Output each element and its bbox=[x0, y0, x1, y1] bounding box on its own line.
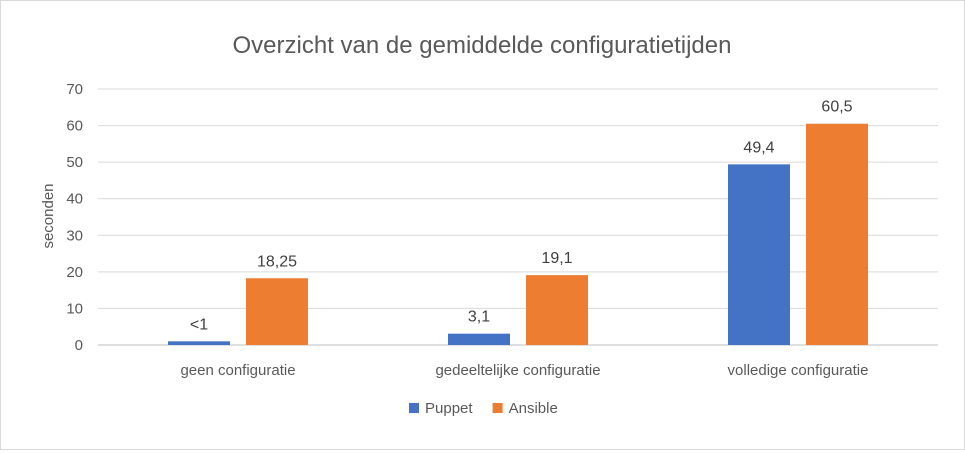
bar-ansible-2 bbox=[526, 275, 588, 345]
bar-puppet-3 bbox=[728, 164, 790, 345]
legend-label-ansible: Ansible bbox=[509, 400, 558, 417]
y-tick-label: 70 bbox=[66, 81, 83, 98]
legend-swatch-puppet bbox=[409, 403, 419, 413]
bars: <1 18,25 3,1 19,1 49,4 60,5 bbox=[168, 99, 868, 345]
data-label: <1 bbox=[190, 316, 208, 333]
y-tick-label: 60 bbox=[66, 118, 83, 135]
data-label: 60,5 bbox=[821, 99, 852, 116]
y-tick-labels: 0 10 20 30 40 50 60 70 bbox=[66, 81, 83, 354]
x-tick-label: gedeeltelijke configuratie bbox=[435, 362, 600, 379]
data-label: 19,1 bbox=[541, 250, 572, 267]
y-tick-label: 50 bbox=[66, 154, 83, 171]
chart-title: Overzicht van de gemiddelde configuratie… bbox=[233, 32, 732, 59]
legend: Puppet Ansible bbox=[409, 400, 558, 417]
x-tick-labels: geen configuratie gedeeltelijke configura… bbox=[180, 362, 868, 379]
legend-label-puppet: Puppet bbox=[425, 400, 473, 417]
gridlines bbox=[98, 88, 938, 346]
y-tick-label: 20 bbox=[66, 264, 83, 281]
bar-ansible-1 bbox=[246, 278, 308, 345]
x-tick-label: volledige configuratie bbox=[728, 362, 869, 379]
y-tick-label: 0 bbox=[75, 337, 83, 354]
y-tick-label: 10 bbox=[66, 300, 83, 317]
legend-swatch-ansible bbox=[492, 403, 503, 413]
x-tick-label: geen configuratie bbox=[180, 362, 295, 379]
bar-puppet-1 bbox=[168, 341, 230, 345]
bar-ansible-3 bbox=[806, 123, 868, 345]
data-label: 3,1 bbox=[468, 309, 490, 326]
data-label: 49,4 bbox=[743, 139, 774, 156]
bar-puppet-2 bbox=[448, 333, 510, 345]
y-axis-label: seconden bbox=[40, 183, 57, 248]
data-label: 18,25 bbox=[257, 253, 297, 270]
y-tick-label: 40 bbox=[66, 191, 83, 208]
y-tick-label: 30 bbox=[66, 227, 83, 244]
